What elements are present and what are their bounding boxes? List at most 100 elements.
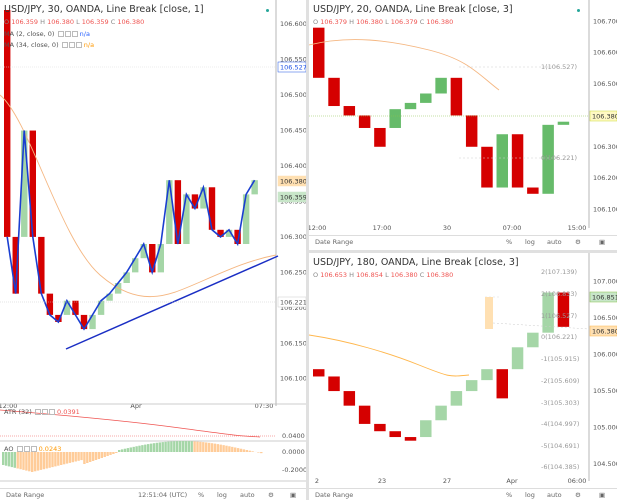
ao-bar — [62, 452, 66, 465]
ao-bar — [184, 441, 188, 452]
price-tick-label: 106.300 — [280, 233, 306, 241]
gear-icon[interactable]: ⚙ — [575, 238, 581, 246]
down-brick — [46, 293, 54, 315]
down-brick — [12, 236, 19, 294]
ao-bar — [205, 442, 208, 452]
ao-bar — [207, 442, 211, 452]
status-bar: Date Range % log auto ⚙ ▣ — [309, 488, 617, 500]
price-tag — [589, 110, 617, 122]
chart-canvas-20m[interactable]: 106.700106.600106.500106.400106.300106.2… — [309, 0, 617, 235]
price-tick-label: 106.500 — [280, 91, 306, 99]
date-range-button[interactable]: Date Range — [6, 491, 45, 499]
percent-toggle[interactable]: % — [506, 491, 513, 499]
fib-label: 0(106.221) — [541, 333, 577, 341]
ao-bar — [187, 441, 190, 452]
ao-bar — [2, 452, 5, 465]
indicator-ao[interactable]: AO 0.0243 — [4, 445, 62, 453]
ao-bar — [39, 452, 43, 470]
ao-bar — [152, 443, 156, 452]
ao-bar — [71, 452, 74, 463]
up-brick — [63, 300, 71, 315]
gear-icon[interactable]: ⚙ — [268, 491, 274, 499]
ao-bar — [190, 441, 193, 452]
down-brick — [55, 314, 62, 322]
auto-toggle[interactable]: auto — [240, 491, 255, 499]
chart-canvas-30m[interactable]: 106.600 106.550 106.500 106.450 106.400 106.3… — [0, 0, 306, 488]
up-brick — [251, 180, 258, 195]
indicator-atr[interactable]: ATR (32) 0.0391 — [4, 408, 80, 416]
percent-toggle[interactable]: % — [506, 238, 513, 246]
up-brick — [389, 109, 401, 128]
pane-divider-horizontal[interactable] — [309, 250, 617, 253]
ao-bar — [144, 444, 147, 452]
chart-pane-30m[interactable]: 106.600 106.550 106.500 106.450 106.400 106.3… — [0, 0, 306, 500]
percent-toggle[interactable]: % — [198, 491, 205, 499]
ao-bar — [7, 452, 11, 467]
ao-bar — [89, 452, 92, 462]
ao-bar — [239, 448, 243, 452]
price-tag — [277, 61, 306, 73]
ao-bar — [181, 441, 185, 452]
down-brick — [208, 187, 216, 230]
chart-pane-180m[interactable]: 107.000 106.500 106.000 105.500 105.000 104.5… — [309, 253, 617, 500]
ao-bar — [248, 450, 251, 452]
ao-bar — [109, 452, 112, 455]
price-tick-label: 106.550 — [280, 56, 306, 64]
down-brick — [149, 244, 156, 273]
down-brick — [313, 27, 325, 78]
ao-bar — [245, 450, 248, 452]
up-brick — [511, 347, 524, 370]
up-brick — [404, 102, 417, 110]
down-brick — [343, 106, 356, 116]
pane-divider[interactable] — [306, 0, 309, 500]
price-tick-label: 106.450 — [280, 127, 306, 135]
date-range-button[interactable]: Date Range — [315, 238, 354, 246]
date-range-button[interactable]: Date Range — [315, 491, 354, 499]
ao-bar — [167, 441, 170, 452]
up-brick — [435, 77, 447, 94]
chart-pane-20m[interactable]: 106.700106.600106.500106.400106.300106.2… — [309, 0, 617, 250]
ao-bar — [147, 444, 150, 452]
chart-title: USD/JPY, 30, OANDA, Line Break [close, 1… — [4, 4, 204, 15]
log-toggle[interactable]: log — [525, 491, 535, 499]
price-tick-label: 106.500 — [593, 314, 617, 322]
ao-bar — [132, 446, 135, 452]
ao-bar — [173, 441, 176, 452]
down-brick — [234, 229, 241, 244]
price-tick-label: 106.500 — [593, 80, 617, 88]
ao-bar — [4, 452, 8, 466]
log-toggle[interactable]: log — [217, 491, 227, 499]
ao-bar — [242, 449, 246, 452]
ao-bar — [219, 444, 222, 452]
down-brick — [527, 187, 539, 194]
auto-toggle[interactable]: auto — [547, 238, 562, 246]
down-brick — [374, 423, 386, 432]
up-brick — [183, 194, 190, 244]
up-brick — [132, 258, 139, 273]
ao-bar — [83, 452, 86, 464]
fullscreen-icon[interactable]: ▣ — [290, 491, 297, 499]
chart-canvas-180m[interactable]: 107.000 106.500 106.000 105.500 105.000 104.5… — [309, 253, 617, 488]
fullscreen-icon[interactable]: ▣ — [599, 491, 606, 499]
indicator-ma-fast[interactable]: MA (2, close, 0) n/a — [4, 30, 90, 38]
log-toggle[interactable]: log — [525, 238, 535, 246]
fib-label: -6(104.385) — [541, 463, 579, 471]
down-brick — [29, 130, 36, 237]
gear-icon[interactable]: ⚙ — [575, 491, 581, 499]
ao-bar — [10, 452, 14, 468]
ao-bar — [210, 443, 214, 452]
ao-bar — [74, 452, 77, 462]
up-brick — [542, 292, 554, 333]
ao-bar — [13, 452, 16, 468]
time-tick-label: 06:00 — [568, 477, 587, 485]
price-tag-label: 106.380 — [592, 113, 617, 121]
indicator-ma-slow[interactable]: MA (34, close, 0) n/a — [4, 41, 95, 49]
down-brick — [328, 77, 340, 107]
auto-toggle[interactable]: auto — [547, 491, 562, 499]
time-tick-label: 07:30 — [255, 402, 274, 410]
fullscreen-icon[interactable]: ▣ — [599, 238, 606, 246]
ao-bar — [28, 452, 31, 472]
up-brick — [21, 130, 28, 237]
fib-label: -3(105.303) — [541, 399, 579, 407]
price-tick-label: 106.600 — [280, 20, 306, 28]
